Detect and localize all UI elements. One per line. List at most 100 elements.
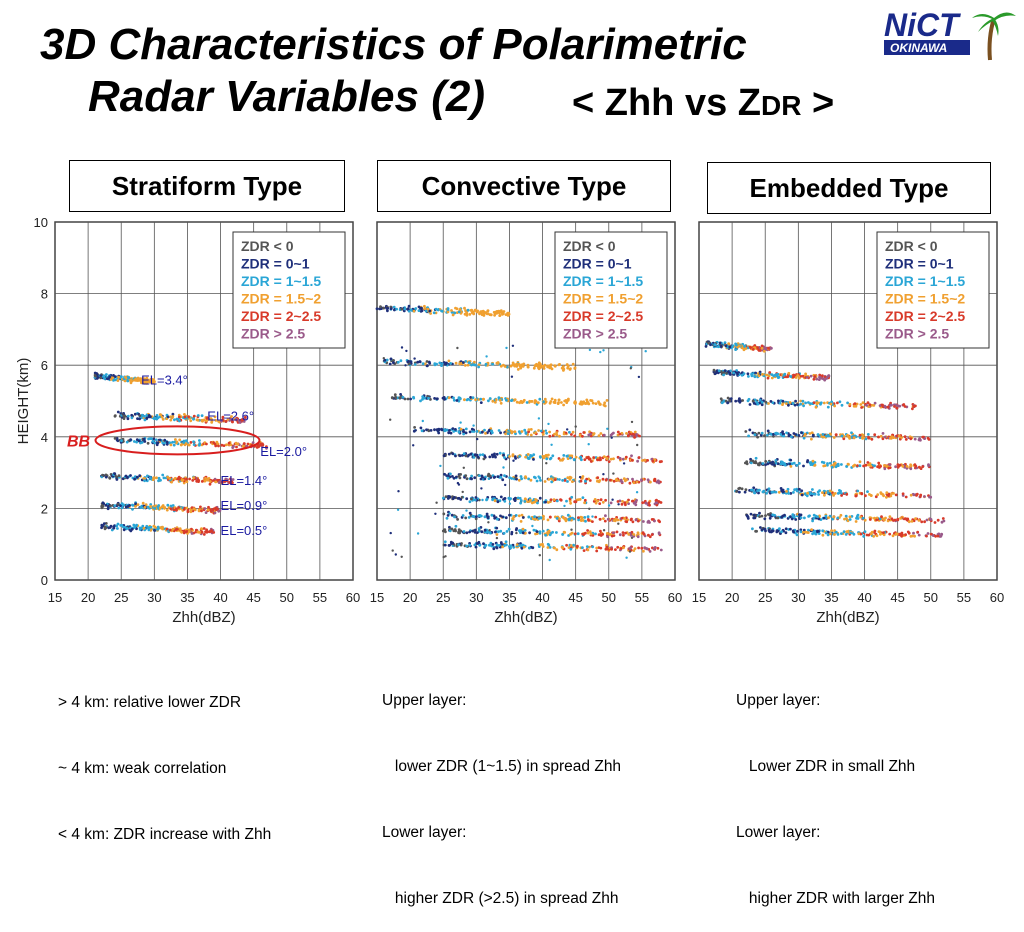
data-point bbox=[569, 547, 573, 551]
data-point bbox=[101, 501, 105, 505]
data-point bbox=[829, 402, 833, 406]
data-point bbox=[572, 517, 576, 521]
data-point bbox=[115, 438, 119, 442]
data-point bbox=[635, 433, 638, 436]
x-tick-label: 35 bbox=[824, 590, 838, 605]
data-point bbox=[220, 419, 223, 423]
data-layer bbox=[719, 396, 917, 411]
data-point bbox=[175, 527, 179, 531]
data-point bbox=[585, 545, 589, 548]
note-line: Upper layer: bbox=[382, 692, 467, 709]
data-point bbox=[621, 531, 625, 534]
data-point bbox=[213, 415, 217, 419]
data-point bbox=[781, 430, 784, 434]
data-point bbox=[389, 418, 392, 421]
data-point bbox=[175, 507, 178, 511]
data-point bbox=[776, 516, 780, 520]
data-point bbox=[883, 464, 886, 467]
data-point bbox=[529, 478, 533, 482]
data-point bbox=[465, 544, 468, 548]
data-point bbox=[786, 375, 790, 379]
data-point bbox=[126, 414, 130, 418]
data-point bbox=[488, 428, 491, 432]
data-point bbox=[782, 374, 786, 377]
data-point bbox=[432, 311, 436, 315]
data-point bbox=[577, 516, 580, 519]
data-point bbox=[648, 521, 651, 524]
data-point bbox=[621, 500, 624, 503]
data-point bbox=[878, 466, 881, 469]
data-point bbox=[795, 489, 799, 493]
data-point bbox=[738, 490, 741, 494]
data-point bbox=[99, 376, 103, 380]
data-point bbox=[574, 500, 578, 504]
data-point bbox=[563, 504, 566, 508]
data-point bbox=[508, 513, 511, 517]
data-point bbox=[586, 529, 589, 532]
data-point bbox=[740, 373, 744, 377]
data-point bbox=[419, 426, 423, 430]
data-point bbox=[478, 543, 482, 547]
data-point bbox=[909, 467, 913, 471]
data-point bbox=[392, 361, 395, 365]
data-point bbox=[255, 446, 259, 449]
data-point bbox=[594, 532, 597, 536]
data-point bbox=[555, 431, 559, 434]
data-point bbox=[811, 519, 814, 523]
data-point bbox=[458, 397, 462, 401]
data-point bbox=[483, 477, 487, 481]
data-point bbox=[508, 502, 512, 505]
data-point bbox=[479, 401, 483, 404]
data-point bbox=[760, 346, 764, 350]
data-point bbox=[854, 404, 858, 408]
data-point bbox=[704, 345, 708, 348]
data-point bbox=[389, 357, 393, 361]
x-tick-label: 50 bbox=[602, 590, 616, 605]
data-point bbox=[231, 478, 235, 481]
data-point bbox=[484, 311, 488, 314]
data-point bbox=[128, 504, 132, 507]
data-point bbox=[792, 461, 796, 465]
data-point bbox=[802, 404, 805, 408]
legend-box bbox=[232, 231, 346, 349]
data-point bbox=[588, 530, 592, 534]
data-point bbox=[749, 512, 753, 516]
data-point bbox=[641, 459, 644, 462]
data-point bbox=[598, 458, 601, 462]
data-point bbox=[538, 496, 542, 500]
data-point bbox=[567, 546, 571, 549]
data-point bbox=[442, 454, 446, 458]
data-point bbox=[777, 399, 780, 403]
data-point bbox=[215, 507, 219, 511]
data-point bbox=[854, 520, 858, 523]
data-point bbox=[811, 459, 815, 463]
data-point bbox=[464, 431, 468, 435]
data-point bbox=[764, 400, 768, 404]
data-point bbox=[412, 444, 415, 447]
data-point bbox=[888, 532, 892, 536]
data-point bbox=[657, 481, 661, 485]
data-point bbox=[623, 501, 627, 504]
data-point bbox=[180, 530, 184, 534]
data-point bbox=[630, 454, 633, 458]
data-point bbox=[226, 478, 229, 481]
data-layer bbox=[442, 495, 663, 507]
data-point bbox=[901, 492, 905, 496]
data-point bbox=[555, 499, 559, 503]
page-subtitle: < Zhh vs ZDR > bbox=[572, 82, 834, 125]
x-axis-label: Zhh(dBZ) bbox=[816, 609, 879, 626]
data-point bbox=[813, 532, 817, 535]
data-point bbox=[483, 428, 486, 432]
data-point bbox=[767, 346, 770, 350]
data-point bbox=[537, 429, 540, 432]
data-point bbox=[737, 487, 741, 490]
data-point bbox=[113, 524, 116, 528]
data-point bbox=[429, 312, 432, 315]
note-line: ~ 4 km: weak correlation bbox=[58, 760, 227, 777]
data-point bbox=[857, 532, 861, 536]
data-point bbox=[873, 433, 877, 437]
elevation-label: EL=0.9° bbox=[221, 498, 268, 513]
data-point bbox=[582, 533, 586, 536]
elevation-label: EL=2.6° bbox=[207, 408, 254, 423]
